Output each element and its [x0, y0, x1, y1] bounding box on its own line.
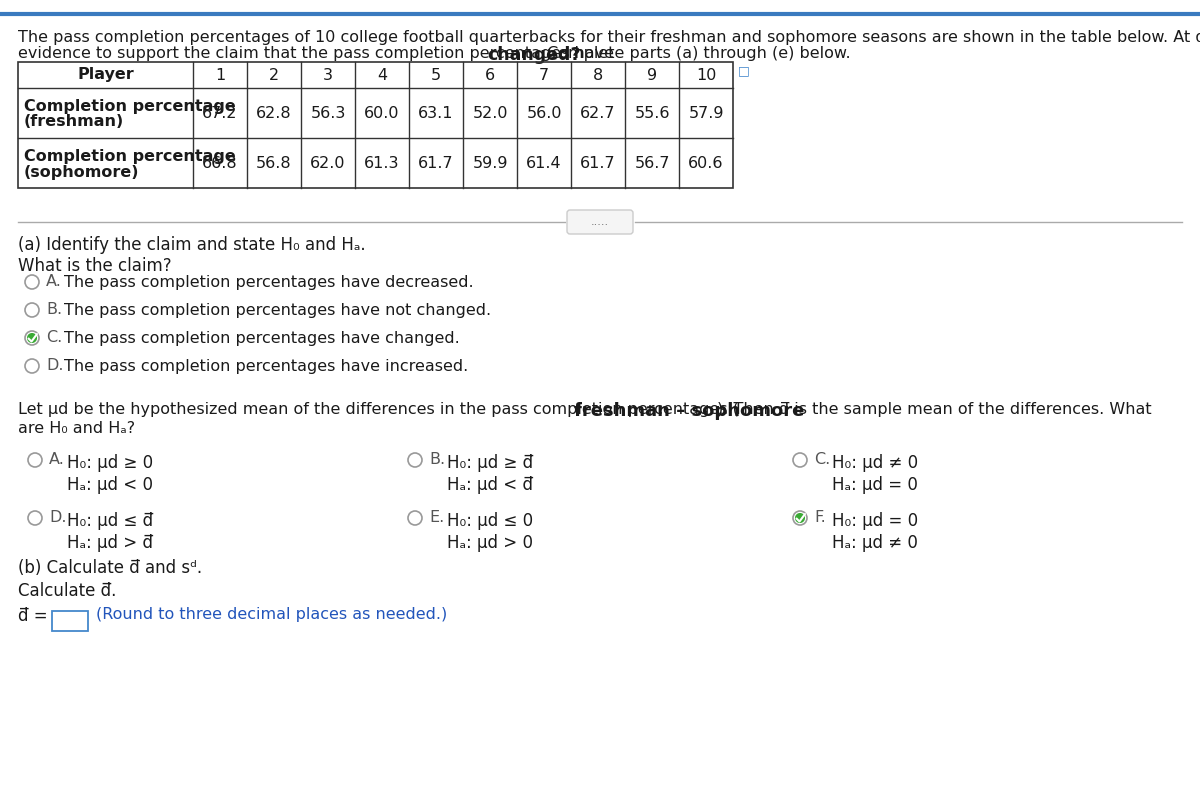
Text: 56.8: 56.8: [256, 155, 292, 170]
Text: (Round to three decimal places as needed.): (Round to three decimal places as needed…: [96, 607, 448, 622]
Text: 61.7: 61.7: [580, 155, 616, 170]
Text: ). Then d̅ is the sample mean of the differences. What: ). Then d̅ is the sample mean of the dif…: [718, 402, 1152, 417]
Text: Completion percentage: Completion percentage: [24, 148, 235, 163]
Text: d̅ =: d̅ =: [18, 607, 48, 625]
Text: The pass completion percentages of 10 college football quarterbacks for their fr: The pass completion percentages of 10 co…: [18, 30, 1200, 45]
Text: 9: 9: [647, 67, 658, 82]
Text: 61.3: 61.3: [365, 155, 400, 170]
Text: H₀: μd = 0: H₀: μd = 0: [832, 512, 918, 530]
Text: .....: .....: [590, 217, 610, 227]
Text: C.: C.: [46, 330, 62, 345]
Text: changed?: changed?: [487, 46, 581, 64]
Text: D.: D.: [46, 359, 64, 374]
Text: H₀: μd ≠ 0: H₀: μd ≠ 0: [832, 454, 918, 472]
Text: (freshman): (freshman): [24, 115, 125, 130]
Bar: [52, 611, 88, 631]
Text: 59.9: 59.9: [473, 155, 508, 170]
Text: 60.6: 60.6: [689, 155, 724, 170]
Text: 56.3: 56.3: [311, 105, 346, 120]
Text: (sophomore): (sophomore): [24, 165, 139, 180]
Text: 61.7: 61.7: [418, 155, 454, 170]
Text: 62.7: 62.7: [581, 105, 616, 120]
Text: E.: E.: [430, 511, 444, 526]
Text: 7: 7: [539, 67, 550, 82]
Text: 52.0: 52.0: [473, 105, 508, 120]
Text: H₀: μd ≥ d̅: H₀: μd ≥ d̅: [446, 454, 533, 472]
Text: Player: Player: [77, 67, 134, 82]
Text: Completion percentage: Completion percentage: [24, 98, 235, 113]
Text: 61.4: 61.4: [526, 155, 562, 170]
Text: H₀: μd ≥ 0: H₀: μd ≥ 0: [67, 454, 154, 472]
Text: 55.6: 55.6: [635, 105, 670, 120]
Circle shape: [28, 333, 36, 342]
FancyBboxPatch shape: [568, 210, 634, 234]
Text: 5: 5: [431, 67, 442, 82]
Bar: [18, 62, 733, 188]
Text: C.: C.: [814, 452, 830, 467]
Text: (a) Identify the claim and state H₀ and Hₐ.: (a) Identify the claim and state H₀ and …: [18, 236, 366, 254]
Text: 2: 2: [269, 67, 280, 82]
Text: 66.8: 66.8: [202, 155, 238, 170]
Text: 10: 10: [696, 67, 716, 82]
Text: evidence to support the claim that the pass completion percentages have: evidence to support the claim that the p…: [18, 46, 619, 61]
Circle shape: [796, 514, 804, 523]
Text: The pass completion percentages have changed.: The pass completion percentages have cha…: [64, 330, 460, 345]
Text: □: □: [738, 64, 750, 78]
Text: 3: 3: [323, 67, 334, 82]
Text: 8: 8: [593, 67, 604, 82]
Text: 67.2: 67.2: [203, 105, 238, 120]
Text: B.: B.: [46, 303, 62, 318]
Text: The pass completion percentages have increased.: The pass completion percentages have inc…: [64, 359, 468, 374]
Text: 60.0: 60.0: [365, 105, 400, 120]
Text: Hₐ: μd ≠ 0: Hₐ: μd ≠ 0: [832, 534, 918, 552]
Text: 4: 4: [377, 67, 388, 82]
Text: H₀: μd ≤ d̅: H₀: μd ≤ d̅: [67, 512, 154, 530]
Text: 6: 6: [485, 67, 496, 82]
Text: The pass completion percentages have not changed.: The pass completion percentages have not…: [64, 303, 491, 318]
Text: (b) Calculate d̅ and sᵈ.: (b) Calculate d̅ and sᵈ.: [18, 559, 202, 577]
Text: What is the claim?: What is the claim?: [18, 257, 172, 275]
Text: Hₐ: μd > 0: Hₐ: μd > 0: [446, 534, 533, 552]
Text: Complete parts (a) through (e) below.: Complete parts (a) through (e) below.: [542, 46, 851, 61]
Text: 62.0: 62.0: [311, 155, 346, 170]
Text: 1: 1: [215, 67, 226, 82]
Text: freshman – sophomore: freshman – sophomore: [574, 402, 804, 420]
Text: A.: A.: [49, 452, 65, 467]
Text: 56.0: 56.0: [527, 105, 562, 120]
Text: 63.1: 63.1: [419, 105, 454, 120]
Text: Hₐ: μd > d̅: Hₐ: μd > d̅: [67, 534, 154, 552]
Text: F.: F.: [814, 511, 826, 526]
Text: H₀: μd ≤ 0: H₀: μd ≤ 0: [446, 512, 533, 530]
Text: Hₐ: μd < d̅: Hₐ: μd < d̅: [446, 476, 533, 494]
Text: 57.9: 57.9: [689, 105, 724, 120]
Text: are H₀ and Hₐ?: are H₀ and Hₐ?: [18, 421, 136, 436]
Text: 62.8: 62.8: [256, 105, 292, 120]
Text: Hₐ: μd = 0: Hₐ: μd = 0: [832, 476, 918, 494]
Text: A.: A.: [46, 275, 62, 290]
Text: The pass completion percentages have decreased.: The pass completion percentages have dec…: [64, 275, 474, 290]
Text: B.: B.: [430, 452, 445, 467]
Text: Let μd be the hypothesized mean of the differences in the pass completion percen: Let μd be the hypothesized mean of the d…: [18, 402, 739, 417]
Text: Hₐ: μd < 0: Hₐ: μd < 0: [67, 476, 154, 494]
Text: D.: D.: [49, 511, 66, 526]
Text: 56.7: 56.7: [635, 155, 670, 170]
Text: Calculate d̅.: Calculate d̅.: [18, 582, 116, 600]
